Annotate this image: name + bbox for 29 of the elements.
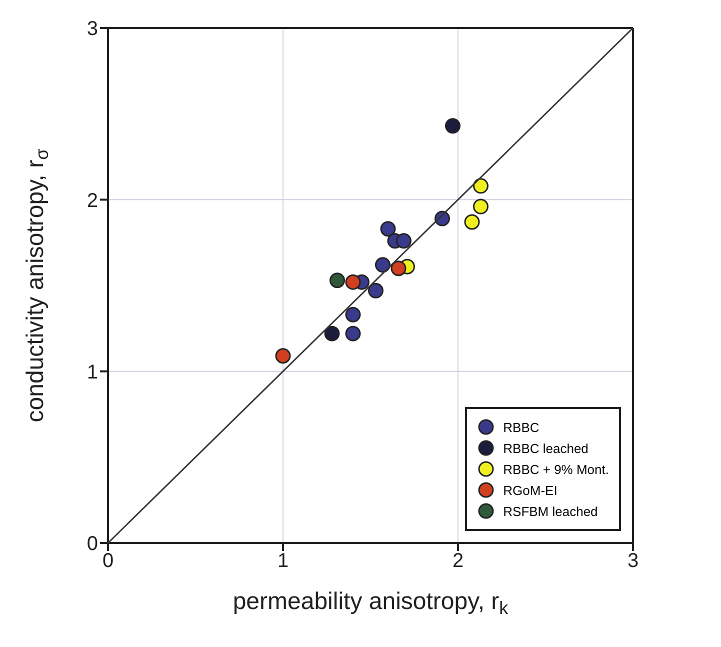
point (375, 257, 390, 273)
point (396, 233, 412, 249)
point (473, 198, 488, 214)
point (473, 178, 488, 194)
point (330, 272, 345, 288)
point (345, 306, 361, 322)
x-tick-label: 1 (277, 550, 289, 572)
x-tick-label: 3 (627, 550, 639, 572)
x-tick-label: 0 (102, 550, 114, 572)
legend-label: RBBC + 9% Mont. (503, 462, 609, 476)
point (390, 260, 406, 276)
point (445, 118, 460, 134)
point (464, 214, 480, 230)
x-axis-title: permeability anisotropy, r$_{k}$ (232, 588, 510, 618)
point (275, 348, 291, 364)
legend-label: RSFBM leached (503, 504, 598, 518)
y-tick-label: 0 (86, 533, 98, 556)
point (345, 274, 361, 290)
legend-label: RGoM-EI (503, 482, 558, 498)
x-tick-label: 2 (452, 550, 464, 572)
legend-label: RBBC leached (503, 440, 588, 456)
y-tick-label: 1 (86, 361, 98, 384)
point (345, 326, 361, 342)
y-tick-label: 2 (86, 190, 98, 212)
point (380, 221, 396, 237)
legend-label: RBBC (503, 420, 540, 434)
point (368, 282, 384, 298)
y-tick-label: 3 (86, 18, 98, 40)
point (324, 326, 340, 342)
